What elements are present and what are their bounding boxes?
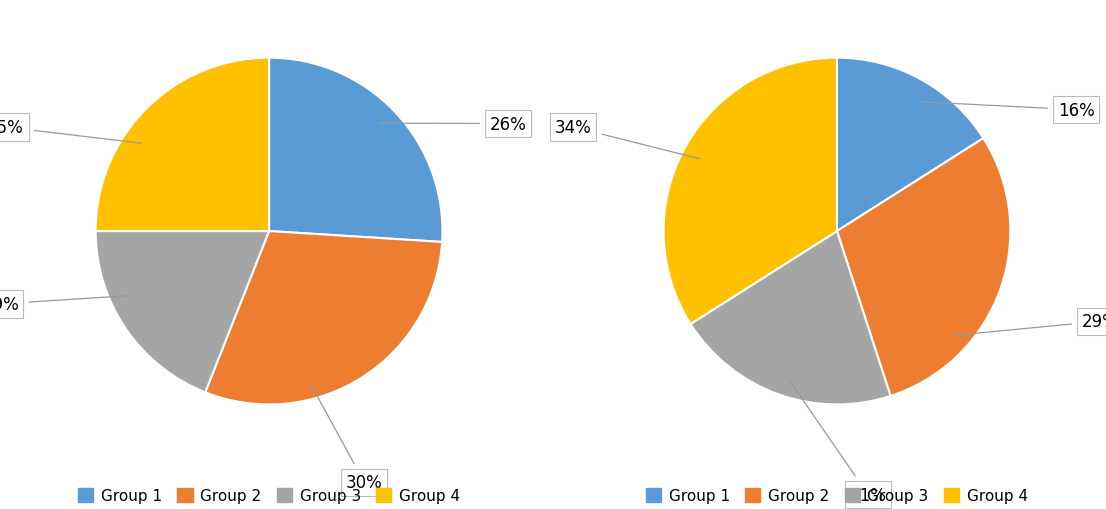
- Wedge shape: [664, 59, 837, 324]
- Wedge shape: [269, 59, 442, 242]
- Wedge shape: [837, 139, 1011, 396]
- Text: 25%: 25%: [0, 119, 142, 144]
- Text: 34%: 34%: [555, 119, 699, 159]
- Text: 21%: 21%: [791, 382, 887, 503]
- Wedge shape: [95, 232, 269, 392]
- Text: 29%: 29%: [956, 313, 1106, 335]
- Wedge shape: [206, 232, 442, 405]
- Text: 16%: 16%: [920, 101, 1095, 120]
- Text: 30%: 30%: [311, 384, 383, 492]
- Text: 26%: 26%: [379, 116, 526, 133]
- Legend: Group 1, Group 2, Group 3, Group 4: Group 1, Group 2, Group 3, Group 4: [72, 483, 467, 509]
- Wedge shape: [837, 59, 983, 232]
- Text: 19%: 19%: [0, 295, 128, 313]
- Wedge shape: [95, 59, 269, 232]
- Legend: Group 1, Group 2, Group 3, Group 4: Group 1, Group 2, Group 3, Group 4: [639, 483, 1034, 509]
- Wedge shape: [690, 232, 890, 405]
